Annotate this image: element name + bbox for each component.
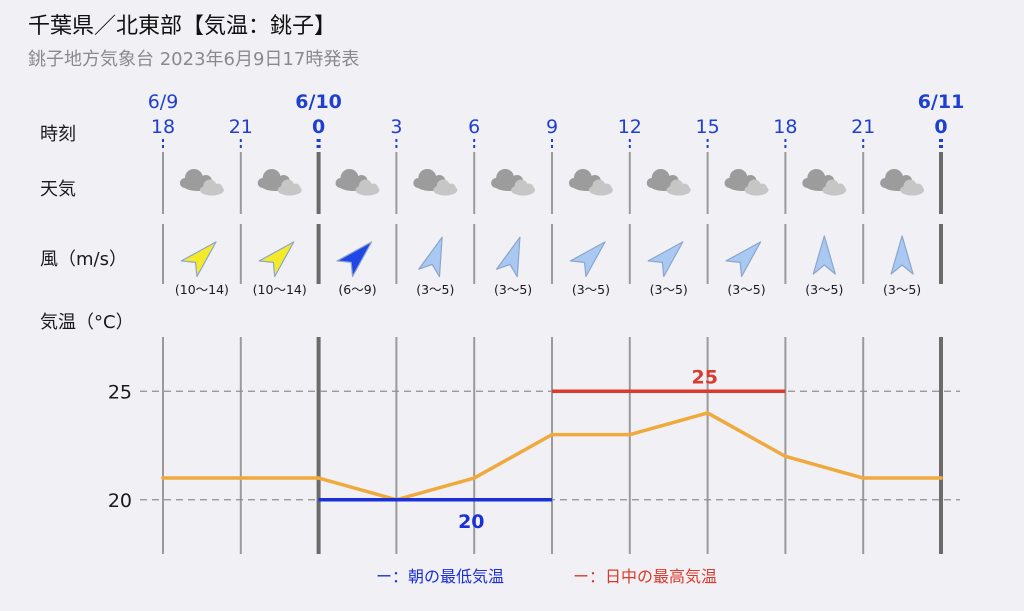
wind-speed-label: (10〜14) [175,282,229,297]
max-temp-label: 25 [691,366,717,388]
hour-label: 0 [934,116,947,138]
hour-label: 18 [151,116,175,138]
wind-arrow-shape [418,236,443,278]
wind-arrow-shape [336,241,373,278]
cloud-icon [646,169,691,196]
page-title: 千葉県／北東部【気温：銚子】 [28,14,337,39]
wind-arrow-shape [258,241,295,278]
wind-arrow-shape [180,241,217,278]
temperature-point [705,411,710,415]
wind-speed-label: (6〜9) [338,282,376,297]
wind-speed-label: (10〜14) [253,282,307,297]
wind-arrow-icon [812,235,836,275]
legend: ー ：朝の最低気温 ー ：日中の最高気温 [376,567,717,586]
temperature-point [472,476,477,480]
temperature-point [161,476,165,480]
hour-label: 0 [312,116,325,138]
cloud-icon [568,169,613,196]
date-label: 6/10 [295,91,342,113]
page-subtitle: 銚子地方気象台 2023年6月9日17時発表 [28,49,360,70]
legend-max-marker: ー [573,567,589,586]
temperature-point [939,476,943,480]
legend-min-marker: ー [376,567,392,586]
date-label: 6/9 [148,91,179,113]
wind-arrow-shape [725,241,762,278]
wind-arrow-icon [569,241,606,278]
y-tick-label: 25 [108,381,132,403]
wind-arrow-shape [647,241,684,278]
wind-arrow-icon [336,241,373,278]
temp-row-label: 気温（°C） [40,312,134,333]
wind-row-label: 風（m/s） [40,249,127,270]
legend-max-label: ：日中の最高気温 [589,567,717,586]
hour-label: 21 [851,116,875,138]
temperature-point [316,476,321,480]
hour-label: 18 [773,116,797,138]
wind-arrow-shape [812,235,836,275]
hour-label: 3 [390,116,402,138]
hour-label: 21 [229,116,253,138]
cloud-icon [491,169,536,196]
cloud-icon [257,169,302,196]
y-tick-label: 20 [108,490,132,512]
temperature-point [239,476,243,480]
temperature-point [861,476,865,480]
wind-arrow-icon [180,241,217,278]
wind-speed-label: (3〜5) [650,282,688,297]
cloud-icon [413,169,458,196]
wind-speed-label: (3〜5) [572,282,610,297]
wind-speed-label: (3〜5) [727,282,765,297]
cloud-icon [880,169,925,196]
date-label: 6/11 [918,91,965,113]
cloud-icon [335,169,380,196]
cloud-icon [724,169,769,196]
wind-arrow-shape [496,236,521,278]
wind-arrow-shape [890,235,914,275]
temperature-point [628,432,632,437]
time-row-label: 時刻 [40,124,76,145]
hour-label: 12 [618,116,642,138]
wind-speed-label: (3〜5) [883,282,921,297]
hour-label: 15 [696,116,720,138]
wind-arrow-icon [418,236,443,278]
wind-speed-label: (3〜5) [805,282,843,297]
legend-min-label: ：朝の最低気温 [392,567,504,586]
weather-row-label: 天気 [40,179,76,200]
wind-arrow-shape [569,241,606,278]
wind-arrow-icon [496,236,521,278]
hour-label: 6 [468,116,480,138]
wind-arrow-icon [258,241,295,278]
temperature-point [783,454,788,459]
wind-arrow-icon [647,241,684,278]
cloud-icon [802,169,847,196]
cloud-icon [179,169,224,196]
hour-label: 9 [546,116,558,138]
min-temp-label: 20 [458,511,484,533]
wind-arrow-icon [725,241,762,278]
wind-speed-label: (3〜5) [494,282,532,297]
wind-arrow-icon [890,235,914,275]
wind-speed-label: (3〜5) [416,282,454,297]
temperature-point [550,432,554,437]
